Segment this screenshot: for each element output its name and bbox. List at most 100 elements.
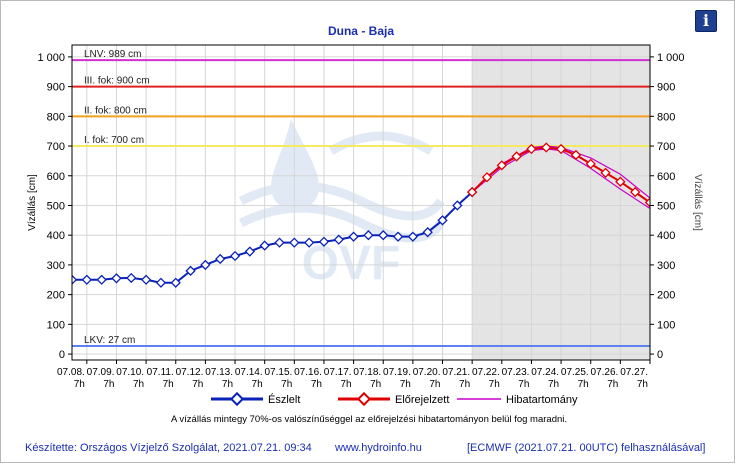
info-icon[interactable]: i: [695, 10, 717, 32]
threshold-label: II. fok: 800 cm: [84, 105, 147, 116]
observed-point: [318, 236, 330, 247]
xtick-date-label: 07.14.: [235, 367, 263, 378]
xtick-hour-label: 7h: [518, 379, 529, 390]
footer-url[interactable]: www.hydroinfo.hu: [334, 442, 422, 454]
xtick-hour-label: 7h: [192, 379, 203, 390]
xtick-hour-label: 7h: [400, 379, 411, 390]
ytick-label-right: 100: [657, 319, 675, 331]
ytick-label-left: 1 000: [37, 52, 65, 64]
observed-point: [111, 273, 122, 284]
xtick-date-label: 07.27.: [620, 367, 648, 378]
xtick-date-label: 07.22.: [472, 367, 500, 378]
xtick-date-label: 07.20.: [413, 367, 441, 378]
threshold-label: I. fok: 700 cm: [84, 135, 144, 146]
xtick-date-label: 07.15.: [264, 367, 292, 378]
forecast-point: [615, 176, 626, 187]
xtick-hour-label: 7h: [311, 379, 322, 390]
xtick-date-label: 07.12.: [176, 367, 204, 378]
observed-point: [378, 230, 389, 241]
observed-point: [422, 227, 433, 238]
forecast-point: [600, 167, 611, 178]
y-axis-label-right: Vízállás [cm]: [692, 174, 703, 231]
xtick-date-label: 07.26.: [591, 367, 619, 378]
observed-point: [215, 253, 226, 265]
xtick-date-label: 07.09.: [87, 367, 115, 378]
observed-point: [229, 250, 241, 262]
ytick-label-left: 300: [47, 260, 65, 272]
xtick-date-label: 07.18.: [353, 367, 381, 378]
forecast-point: [555, 143, 567, 155]
xtick-date-label: 07.11.: [147, 367, 174, 378]
legend: Észlelt Előrejelzett Hibatartomány: [176, 391, 578, 407]
footer-model: [ECMWF (2021.07.21. 00UTC) felhasználásá…: [467, 442, 705, 454]
legend-label-observed: Észlelt: [268, 393, 300, 406]
observed-point: [81, 274, 92, 285]
ytick-label-left: 400: [47, 230, 65, 242]
legend-label-band: Hibatartomány: [506, 394, 578, 406]
ytick-label-right: 900: [657, 82, 675, 94]
observed-point: [140, 274, 152, 285]
observed-point: [452, 200, 463, 211]
ytick-label-left: 500: [47, 200, 65, 212]
xtick-hour-label: 7h: [548, 379, 559, 390]
ytick-label-left: 0: [59, 349, 65, 361]
xtick-hour-label: 7h: [370, 379, 381, 390]
ytick-label-left: 600: [47, 171, 65, 183]
ytick-label-right: 300: [657, 260, 675, 272]
observed-point: [155, 277, 167, 288]
error-band-upper: [471, 145, 650, 199]
xtick-hour-label: 7h: [459, 379, 470, 390]
ytick-label-left: 700: [47, 141, 65, 153]
observed-point: [348, 231, 359, 242]
xtick-date-label: 07.19.: [383, 367, 411, 378]
threshold-label: III. fok: 900 cm: [84, 76, 150, 87]
xtick-date-label: 07.21.: [442, 367, 470, 378]
observed-point: [126, 272, 137, 284]
chart-title: Duna - Baja: [328, 24, 394, 38]
xtick-hour-label: 7h: [489, 379, 500, 390]
xtick-hour-label: 7h: [252, 379, 263, 390]
xtick-hour-label: 7h: [637, 379, 648, 390]
ytick-label-right: 800: [657, 111, 675, 123]
forecast-point: [570, 149, 582, 161]
ytick-label-right: 200: [657, 290, 675, 302]
ytick-label-right: 0: [657, 349, 663, 361]
xtick-hour-label: 7h: [133, 379, 144, 390]
observed-point: [333, 234, 344, 245]
xtick-hour-label: 7h: [222, 379, 233, 390]
observed-point: [170, 277, 181, 288]
observed-point: [303, 237, 315, 248]
error-band-lower: [471, 148, 650, 209]
threshold-label: LNV: 989 cm: [84, 49, 141, 60]
ytick-label-left: 900: [47, 82, 65, 94]
ytick-label-right: 1 000: [657, 52, 685, 64]
xtick-date-label: 07.16.: [294, 367, 322, 378]
xtick-hour-label: 7h: [163, 379, 174, 390]
ytick-label-left: 200: [47, 290, 65, 302]
legend-label-forecast: Előrejelzett: [395, 394, 449, 406]
ytick-label-left: 800: [47, 111, 65, 123]
observed-point: [72, 274, 78, 285]
xtick-hour-label: 7h: [607, 379, 618, 390]
observed-point: [363, 230, 374, 241]
observed-point: [200, 259, 211, 271]
forecast-point: [481, 172, 493, 183]
footer-author: Készítette: Országos Vízjelző Szolgálat,…: [25, 442, 312, 454]
forecast-point: [526, 143, 537, 155]
forecast-point: [496, 160, 507, 171]
forecast-point: [630, 186, 641, 198]
xtick-hour-label: 7h: [578, 379, 589, 390]
ytick-label-right: 500: [657, 200, 675, 212]
xtick-hour-label: 7h: [281, 379, 292, 390]
xtick-date-label: 07.10.: [116, 367, 144, 378]
forecast-point: [511, 151, 522, 162]
xtick-date-label: 07.08.: [57, 367, 85, 378]
xtick-date-label: 07.24.: [531, 367, 559, 378]
ytick-label-right: 600: [657, 171, 675, 183]
observed-point: [259, 240, 270, 251]
forecast-point: [541, 142, 552, 153]
observed-point: [96, 274, 107, 285]
svg-text:OVF: OVF: [302, 237, 401, 290]
forecast-point: [466, 186, 478, 198]
